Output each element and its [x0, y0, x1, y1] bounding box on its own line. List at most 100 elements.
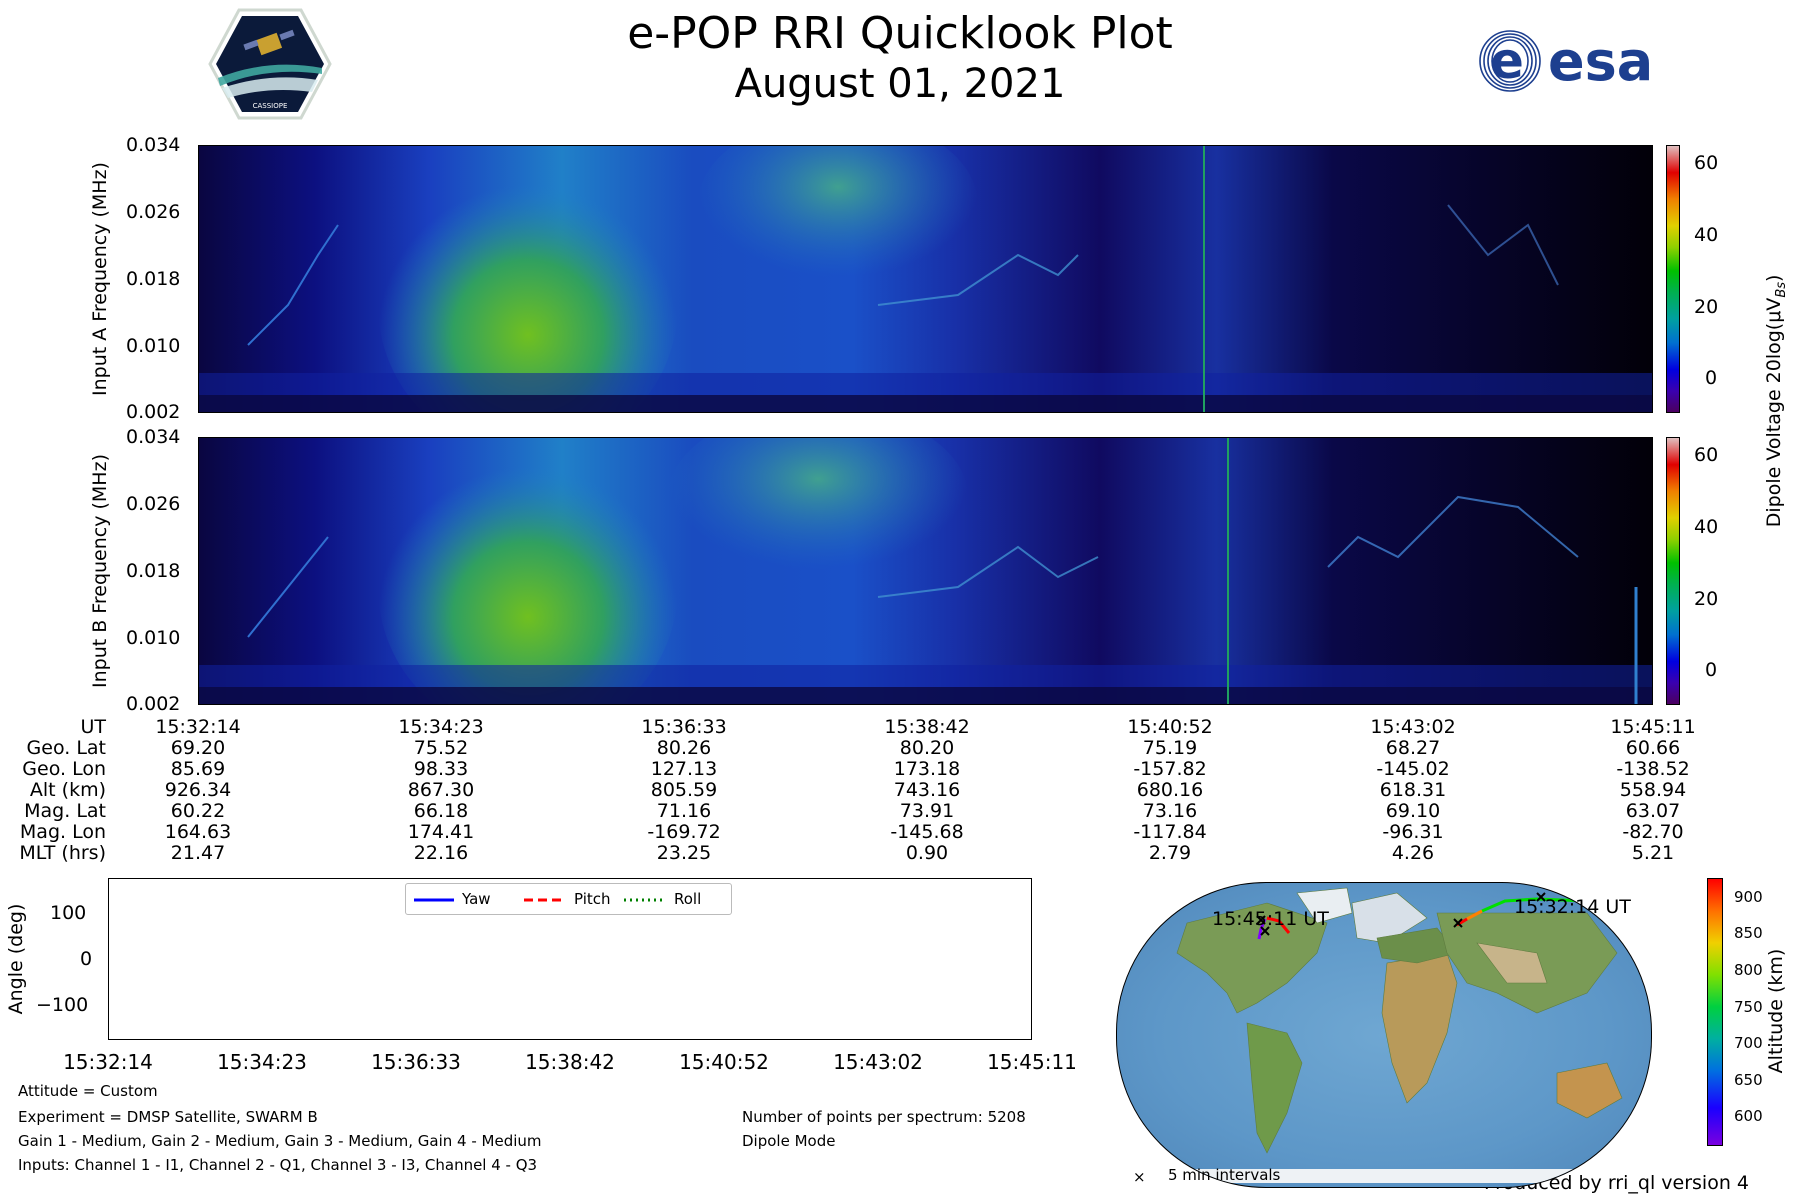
world-map: [1137, 887, 1633, 1183]
ephemeris-cell: 618.31: [1379, 779, 1447, 801]
ephemeris-cell: 4.26: [1391, 842, 1435, 864]
colorbar-label-end: ): [1763, 274, 1786, 282]
ephemeris-cell: 71.16: [656, 800, 712, 822]
info-attitude: Attitude = Custom: [18, 1082, 158, 1100]
ephemeris-cell: 68.27: [1385, 737, 1441, 759]
attitude-ytick-m100: −100: [36, 994, 89, 1016]
ylabel-input-a: Input A Frequency (MHz): [89, 162, 111, 396]
row-label-ut: UT: [80, 716, 106, 738]
ephemeris-cell: 98.33: [413, 758, 469, 780]
ephemeris-cell: 127.13: [650, 758, 718, 780]
spectrogram-input-b: [198, 437, 1653, 705]
row-label-geo-lat: Geo. Lat: [26, 737, 106, 759]
esa-logo-text: esa: [1548, 30, 1653, 93]
info-mode: Dipole Mode: [742, 1132, 836, 1150]
ephemeris-cell: 15:45:11: [1610, 716, 1696, 738]
attitude-ytick-100: 100: [50, 902, 87, 924]
ytick-a-2: 0.018: [126, 268, 181, 290]
ephemeris-cell: 69.10: [1385, 800, 1441, 822]
ephemeris-cell: 5.21: [1631, 842, 1675, 864]
cbtick-a-60: 60: [1694, 152, 1719, 174]
cbtick-b-40: 40: [1694, 516, 1719, 538]
altitude-tick: 750: [1734, 997, 1763, 1016]
info-points: Number of points per spectrum: 5208: [742, 1108, 1026, 1126]
cassiope-logo-text: CASSIOPE: [253, 102, 288, 110]
ytick-a-4: 0.002: [126, 401, 181, 423]
ytick-a-1: 0.026: [126, 201, 181, 223]
map-label-start: 15:32:14 UT: [1514, 896, 1631, 918]
attitude-xtick-label: 15:34:23: [217, 1050, 307, 1074]
ephemeris-cell: 867.30: [407, 779, 475, 801]
spectrogram-input-a-image: [198, 145, 1653, 413]
legend-roll-label: Roll: [674, 890, 702, 908]
ephemeris-cell: 15:36:33: [641, 716, 727, 738]
altitude-colorbar: [1707, 878, 1723, 1146]
ephemeris-cell: 173.18: [893, 758, 961, 780]
legend-roll-swatch: [624, 898, 664, 902]
row-label-mlt: MLT (hrs): [19, 842, 106, 864]
ephemeris-cell: 73.91: [899, 800, 955, 822]
ephemeris-cell: -169.72: [647, 821, 721, 843]
ephemeris-cell: 60.22: [170, 800, 226, 822]
ephemeris-cell: 22.16: [413, 842, 469, 864]
cbtick-b-60: 60: [1694, 444, 1719, 466]
ephemeris-cell: 558.94: [1619, 779, 1687, 801]
row-label-mag-lon: Mag. Lon: [19, 821, 106, 843]
cbtick-a-20: 20: [1694, 296, 1719, 318]
row-label-mag-lat: Mag. Lat: [24, 800, 106, 822]
altitude-tick: 600: [1734, 1107, 1763, 1126]
ephemeris-cell: 66.18: [413, 800, 469, 822]
attitude-legend: Yaw Pitch Roll: [405, 883, 732, 915]
ephemeris-cell: -145.68: [890, 821, 964, 843]
ytick-b-4: 0.002: [126, 693, 181, 715]
ytick-b-3: 0.010: [126, 627, 181, 649]
legend-yaw-label: Yaw: [462, 890, 491, 908]
ytick-b-0: 0.034: [126, 426, 181, 448]
ephemeris-cell: 63.07: [1625, 800, 1681, 822]
ephemeris-cell: -145.02: [1376, 758, 1450, 780]
ephemeris-cell: 15:43:02: [1370, 716, 1456, 738]
colorbar-label-main: Dipole Voltage 20log(μV: [1763, 297, 1786, 528]
map-label-end: 15:45:11 UT: [1212, 908, 1329, 930]
colorbar-label-sub: Bs: [1773, 281, 1789, 298]
ephemeris-cell: 60.66: [1625, 737, 1681, 759]
ephemeris-cell: 21.47: [170, 842, 226, 864]
attitude-xtick-label: 15:36:33: [371, 1050, 461, 1074]
ephemeris-cell: 743.16: [893, 779, 961, 801]
cassiope-logo: CASSIOPE: [208, 8, 332, 120]
ephemeris-cell: 0.90: [905, 842, 949, 864]
ephemeris-cell: -82.70: [1622, 821, 1684, 843]
info-gains: Gain 1 - Medium, Gain 2 - Medium, Gain 3…: [18, 1132, 542, 1150]
altitude-tick: 700: [1734, 1034, 1763, 1053]
ytick-a-0: 0.034: [126, 134, 181, 156]
ephemeris-cell: 164.63: [164, 821, 232, 843]
attitude-xtick-label: 15:40:52: [679, 1050, 769, 1074]
map-legend-label: 5 min intervals: [1168, 1166, 1281, 1184]
orbit-map: [1116, 882, 1652, 1188]
ephemeris-cell: 805.59: [650, 779, 718, 801]
info-experiment: Experiment = DMSP Satellite, SWARM B: [18, 1108, 318, 1126]
cbtick-a-0: 0: [1705, 367, 1718, 389]
svg-text:e: e: [1490, 32, 1524, 90]
ephemeris-cell: 80.26: [656, 737, 712, 759]
ephemeris-cell: 15:34:23: [398, 716, 484, 738]
ephemeris-cell: 680.16: [1136, 779, 1204, 801]
row-label-geo-lon: Geo. Lon: [22, 758, 106, 780]
ephemeris-cell: -117.84: [1133, 821, 1207, 843]
ytick-b-2: 0.018: [126, 560, 181, 582]
plot-title: e-POP RRI Quicklook Plot: [627, 8, 1173, 59]
attitude-xtick-label: 15:43:02: [833, 1050, 923, 1074]
attitude-ylabel: Angle (deg): [5, 903, 27, 1015]
info-inputs: Inputs: Channel 1 - I1, Channel 2 - Q1, …: [18, 1156, 538, 1174]
altitude-tick: 800: [1734, 961, 1763, 979]
legend-pitch-label: Pitch: [574, 890, 611, 908]
ephemeris-cell: 174.41: [407, 821, 475, 843]
ephemeris-cell: 2.79: [1148, 842, 1192, 864]
esa-logo: e esa: [1474, 26, 1696, 96]
ephemeris-cell: 75.52: [413, 737, 469, 759]
ylabel-input-b: Input B Frequency (MHz): [89, 454, 111, 688]
ephemeris-cell: 15:38:42: [884, 716, 970, 738]
ephemeris-cell: 926.34: [164, 779, 232, 801]
spectrogram-input-b-image: [198, 437, 1653, 705]
spectrogram-input-a: [198, 145, 1653, 413]
